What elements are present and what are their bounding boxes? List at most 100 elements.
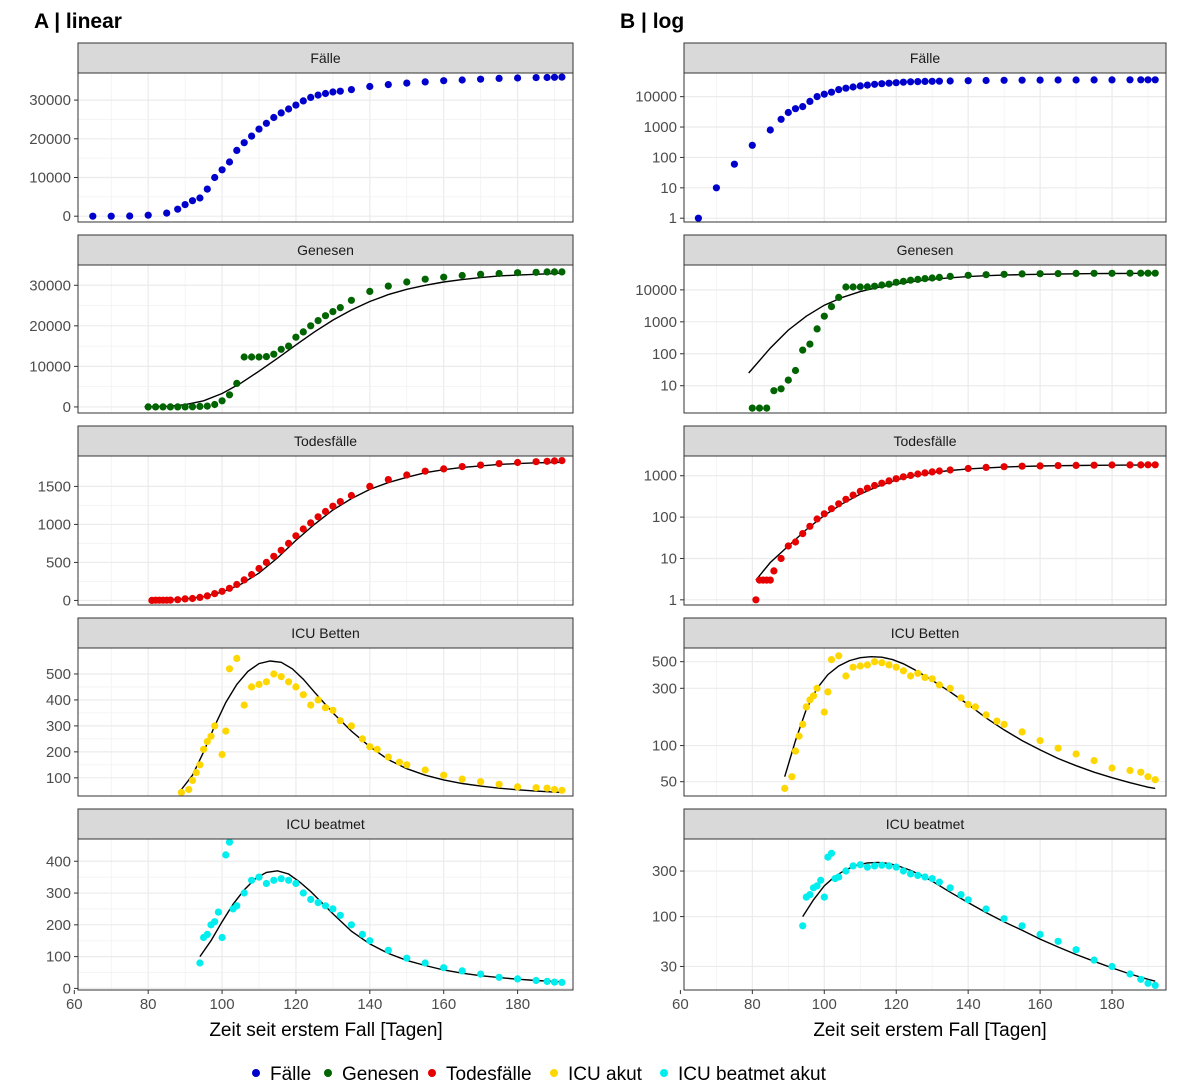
data-point — [240, 889, 248, 897]
data-point — [1126, 766, 1134, 775]
data-point — [748, 141, 756, 149]
data-point — [329, 706, 337, 714]
data-point — [270, 113, 278, 122]
data-point — [495, 269, 503, 278]
data-point — [928, 468, 936, 476]
data-point — [921, 469, 929, 477]
data-point — [964, 896, 972, 904]
data-point — [827, 656, 836, 664]
data-point — [849, 283, 857, 291]
data-point — [550, 457, 559, 465]
facet-icu-betten-log: ICU Betten 50 100 300 500 — [652, 617, 1167, 797]
data-point — [384, 946, 392, 954]
data-point — [233, 580, 241, 589]
data-point — [914, 470, 922, 478]
data-point — [946, 77, 954, 85]
data-point — [207, 732, 215, 740]
data-point — [1151, 269, 1159, 277]
x-tick-label: 120 — [884, 996, 909, 1013]
data-point — [1090, 757, 1098, 765]
x-tick-label: 60 — [672, 996, 689, 1013]
legend-marker — [550, 1069, 558, 1077]
data-point — [307, 322, 315, 330]
y-tick-label: 100 — [652, 149, 677, 166]
data-point — [820, 893, 828, 901]
data-point — [777, 385, 785, 393]
y-tick-label: 10000 — [29, 358, 71, 375]
data-point — [849, 663, 857, 671]
y-tick-label: 0 — [63, 399, 71, 416]
legend-item: Fälle — [252, 1064, 311, 1084]
data-point — [964, 464, 972, 473]
data-point — [240, 139, 248, 147]
strip-label: Fälle — [310, 50, 341, 66]
data-point — [514, 458, 522, 467]
facet-fälle-linear: Fälle 0 10000 20000 30000 — [29, 42, 574, 225]
data-point — [270, 350, 278, 358]
data-point — [1036, 930, 1044, 939]
data-point — [835, 500, 843, 508]
data-point — [440, 77, 448, 85]
data-point — [218, 587, 226, 595]
data-point — [347, 921, 355, 929]
y-tick-label: 400 — [46, 692, 71, 709]
y-tick-label: 100 — [652, 909, 677, 926]
data-point — [321, 312, 330, 320]
panel-border — [683, 264, 1167, 414]
data-point — [181, 595, 189, 603]
data-point — [211, 590, 219, 598]
data-point — [856, 662, 864, 670]
data-point — [871, 282, 879, 290]
data-point — [233, 654, 241, 663]
data-point — [835, 86, 843, 94]
data-point — [477, 778, 485, 786]
strip-label: ICU beatmet — [886, 816, 965, 832]
data-point — [791, 366, 800, 375]
data-point — [543, 73, 551, 82]
data-point — [366, 82, 374, 91]
data-point — [1151, 981, 1159, 990]
data-point — [813, 882, 821, 890]
x-tick-label: 160 — [1028, 996, 1053, 1013]
y-tick-label: 300 — [46, 718, 71, 735]
data-point — [336, 911, 344, 919]
data-point — [1151, 461, 1159, 469]
data-point — [935, 273, 944, 281]
data-point — [514, 975, 522, 983]
data-point — [307, 93, 315, 101]
data-point — [907, 672, 915, 680]
data-point — [458, 967, 466, 975]
data-point — [1137, 76, 1145, 84]
y-tick-label: 300 — [652, 680, 677, 697]
legend-marker — [660, 1069, 668, 1077]
data-point — [543, 457, 551, 465]
data-point — [921, 673, 929, 682]
data-point — [914, 275, 922, 283]
data-point — [550, 268, 559, 276]
y-tick-label: 1000 — [644, 119, 677, 136]
data-point — [806, 340, 814, 348]
data-point — [871, 80, 879, 88]
panel-border — [77, 264, 574, 414]
y-tick-label: 30000 — [29, 277, 71, 294]
data-point — [211, 918, 219, 926]
panel-border — [77, 647, 574, 797]
data-point — [277, 875, 285, 883]
data-point — [329, 502, 337, 510]
data-point — [336, 498, 344, 506]
data-point — [144, 403, 152, 411]
data-point — [885, 280, 893, 288]
data-point — [770, 387, 778, 395]
data-point — [532, 268, 540, 276]
data-point — [921, 77, 929, 85]
data-point — [1054, 937, 1062, 945]
data-point — [813, 684, 821, 692]
data-point — [813, 93, 821, 101]
facet-icu-beatmet-log: ICU beatmet 30 100 300 60 80 100 120 140 160 180 — [652, 808, 1167, 1013]
x-tick-label: 160 — [431, 996, 456, 1013]
data-point — [946, 684, 954, 692]
strip-header — [683, 425, 1167, 457]
data-point — [240, 576, 248, 584]
data-point — [321, 89, 330, 98]
data-point — [321, 507, 330, 516]
